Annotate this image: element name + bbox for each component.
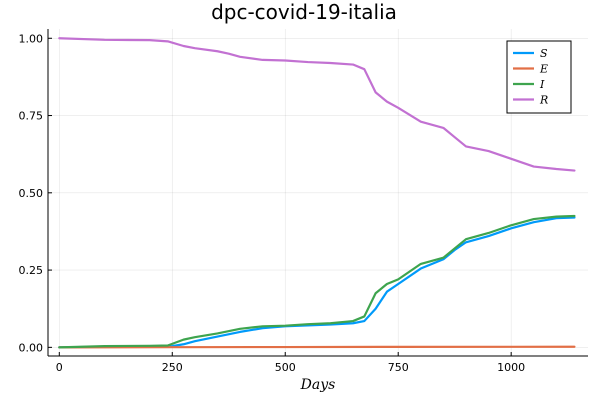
chart-title: dpc-covid-19-italia	[211, 0, 397, 24]
x-tick-label-1: 250	[162, 361, 183, 374]
legend-box	[506, 40, 572, 114]
axes	[47, 29, 588, 357]
legend-label-I: I	[539, 78, 545, 91]
x-tick-label-2: 500	[275, 361, 296, 374]
tick-labels: 0 250 500 750 1000 0.00 0.25 0.50 0.75 1.00	[19, 32, 526, 374]
legend-label-E: E	[539, 63, 548, 76]
series-lines	[58, 37, 576, 349]
x-tick-label-3: 750	[388, 361, 409, 374]
series-line-S	[58, 216, 576, 349]
legend-label-R: R	[539, 94, 548, 107]
x-tick-label-4: 1000	[497, 361, 525, 374]
x-axis-label: Days	[300, 377, 336, 393]
y-tick-label-1: 0.25	[19, 264, 44, 277]
y-tick-label-4: 1.00	[19, 32, 44, 45]
series-line-E	[58, 345, 576, 349]
y-tick-label-2: 0.50	[19, 187, 44, 200]
series-line-I	[58, 214, 576, 349]
y-tick-label-0: 0.00	[19, 341, 44, 354]
x-tick-label-0: 0	[56, 361, 63, 374]
y-tick-label-3: 0.75	[19, 110, 44, 123]
series-line-R	[58, 37, 576, 172]
legend-label-S: S	[540, 47, 548, 60]
